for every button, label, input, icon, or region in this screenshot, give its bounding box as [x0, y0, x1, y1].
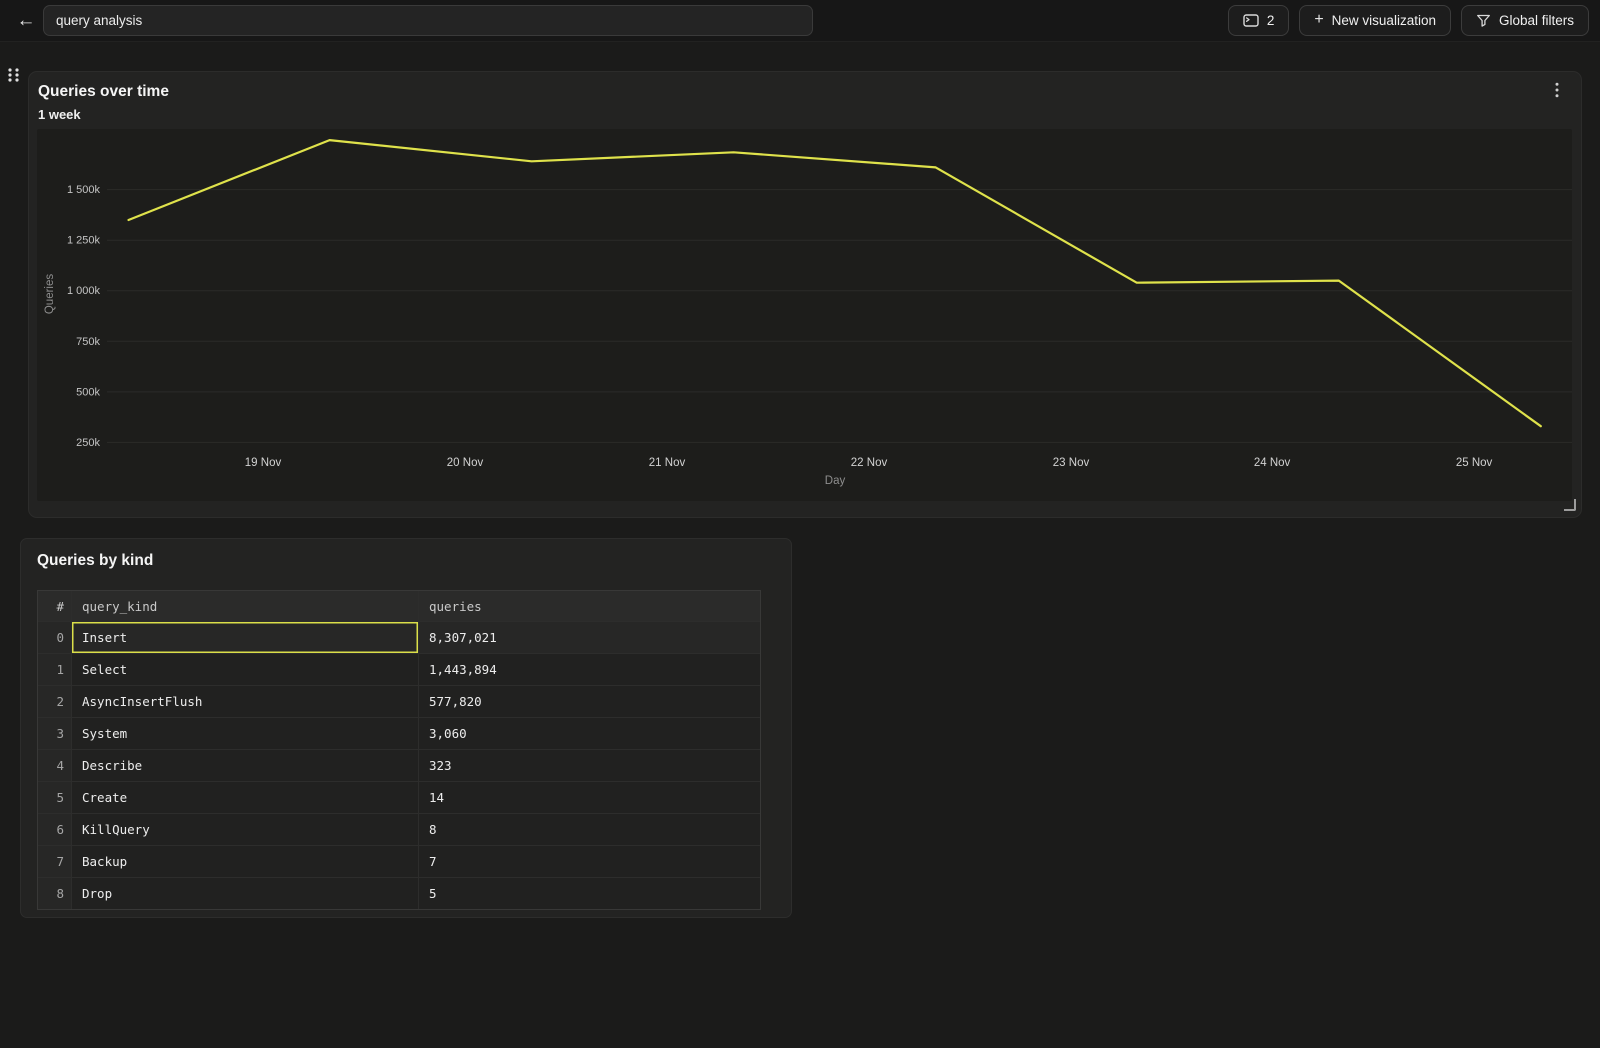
x-tick-labels: 19 Nov 20 Nov 21 Nov 22 Nov 23 Nov 24 Nov 25 N…: [245, 457, 1493, 469]
table-row: 0 Insert 8,307,021: [38, 621, 760, 653]
row-index-cell[interactable]: 6: [38, 814, 71, 845]
header-queries-column: queries: [418, 591, 760, 621]
row-index-cell[interactable]: 5: [38, 782, 71, 813]
new-visualization-button[interactable]: + New visualization: [1299, 5, 1451, 36]
svg-text:19 Nov: 19 Nov: [245, 457, 282, 469]
table-row: 3 System 3,060: [38, 717, 760, 749]
queries-value-cell[interactable]: 3,060: [418, 718, 760, 749]
svg-text:24 Nov: 24 Nov: [1254, 457, 1291, 469]
svg-text:1 500k: 1 500k: [67, 184, 101, 196]
row-index-cell[interactable]: 0: [38, 622, 71, 653]
topbar-actions: 2 + New visualization Global filters: [1227, 5, 1589, 36]
row-index-cell[interactable]: 8: [38, 878, 71, 909]
queries-value-cell[interactable]: 1,443,894: [418, 654, 760, 685]
table-row: 4 Describe 323: [38, 749, 760, 781]
row-index-cell[interactable]: 1: [38, 654, 71, 685]
table-row: 2 AsyncInsertFlush 577,820: [38, 685, 760, 717]
queries-value-cell[interactable]: 577,820: [418, 686, 760, 717]
line-chart-svg: 250k 500k 750k 1 000k 1 250k 1 500k Queries 19 …: [44, 139, 1572, 487]
queries-value-cell[interactable]: 14: [418, 782, 760, 813]
new-visualization-label: New visualization: [1331, 13, 1436, 28]
queries-line-chart[interactable]: 250k 500k 750k 1 000k 1 250k 1 500k Queries 19 …: [37, 129, 1572, 501]
queries-value-cell[interactable]: 323: [418, 750, 760, 781]
svg-text:250k: 250k: [76, 437, 100, 449]
table-row: 6 KillQuery 8: [38, 813, 760, 845]
header-query-kind-column: query_kind: [71, 591, 418, 621]
table-header-row: # query_kind queries: [38, 591, 760, 621]
queries-value-cell[interactable]: 7: [418, 846, 760, 877]
svg-text:21 Nov: 21 Nov: [649, 457, 686, 469]
drag-handle-icon[interactable]: [6, 66, 22, 86]
query-kind-cell[interactable]: System: [71, 718, 418, 749]
row-index-cell[interactable]: 2: [38, 686, 71, 717]
svg-text:1 250k: 1 250k: [67, 235, 101, 247]
panel-menu-button[interactable]: [1548, 80, 1566, 100]
query-kind-cell[interactable]: Create: [71, 782, 418, 813]
query-kind-cell[interactable]: Describe: [71, 750, 418, 781]
svg-text:22 Nov: 22 Nov: [851, 457, 888, 469]
query-kind-cell[interactable]: Drop: [71, 878, 418, 909]
table-row: 7 Backup 7: [38, 845, 760, 877]
visualizations-count-button[interactable]: 2: [1227, 5, 1290, 36]
query-kind-cell[interactable]: KillQuery: [71, 814, 418, 845]
query-kind-cell[interactable]: Backup: [71, 846, 418, 877]
table-row: 8 Drop 5: [38, 877, 760, 909]
header-index-column: #: [56, 598, 64, 614]
row-index-cell[interactable]: 3: [38, 718, 71, 749]
panel-resize-handle-icon[interactable]: [1564, 499, 1576, 511]
queries-value-cell[interactable]: 8,307,021: [418, 622, 760, 653]
chart-subtitle: 1 week: [38, 107, 81, 122]
x-axis-label: Day: [825, 475, 846, 487]
table-body: 0 Insert 8,307,021 1 Select 1,443,894 2 AsyncIn…: [38, 621, 760, 909]
visualizations-count: 2: [1266, 13, 1275, 28]
row-index-cell[interactable]: 4: [38, 750, 71, 781]
svg-text:750k: 750k: [76, 336, 100, 348]
svg-text:500k: 500k: [76, 386, 100, 398]
global-filters-label: Global filters: [1498, 13, 1574, 28]
chart-title: Queries over time: [38, 83, 169, 100]
table-row: 1 Select 1,443,894: [38, 653, 760, 685]
table-title: Queries by kind: [37, 552, 154, 569]
y-tick-labels: 250k 500k 750k 1 000k 1 250k 1 500k: [67, 184, 101, 449]
topbar: ← 2 + New visualization Global filters: [0, 0, 1600, 42]
queries-by-kind-panel: Queries by kind # query_kind queries 0 In…: [20, 538, 792, 918]
query-kind-cell[interactable]: Select: [71, 654, 418, 685]
y-axis-label: Queries: [44, 274, 56, 315]
svg-text:23 Nov: 23 Nov: [1053, 457, 1090, 469]
row-index-cell[interactable]: 7: [38, 846, 71, 877]
svg-text:25 Nov: 25 Nov: [1456, 457, 1493, 469]
kebab-menu-icon: [1555, 82, 1559, 98]
global-filters-button[interactable]: Global filters: [1460, 5, 1589, 36]
gridlines: [107, 189, 1572, 443]
back-arrow-icon: ←: [16, 9, 36, 31]
query-kind-cell[interactable]: Insert: [71, 622, 418, 653]
series-line-queries: [127, 139, 1542, 428]
svg-text:20 Nov: 20 Nov: [447, 457, 484, 469]
sql-console-icon: [1243, 13, 1259, 28]
queries-value-cell[interactable]: 8: [418, 814, 760, 845]
back-button[interactable]: ←: [13, 8, 39, 34]
dashboard-title-input[interactable]: [43, 5, 813, 36]
plus-icon: +: [1314, 11, 1324, 28]
table-row: 5 Create 14: [38, 781, 760, 813]
filter-funnel-icon: [1476, 14, 1491, 28]
results-table: # query_kind queries 0 Insert 8,307,021 1 Se…: [37, 590, 761, 910]
queries-over-time-panel: Queries over time 1 week 250k 500k 750k 1 0…: [28, 71, 1582, 518]
query-kind-cell[interactable]: AsyncInsertFlush: [71, 686, 418, 717]
queries-value-cell[interactable]: 5: [418, 878, 760, 909]
svg-text:1 000k: 1 000k: [67, 285, 101, 297]
